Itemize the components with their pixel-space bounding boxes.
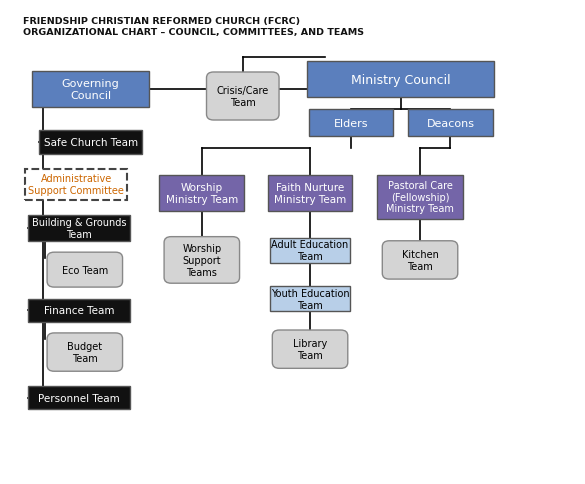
FancyBboxPatch shape [164, 237, 240, 284]
Text: Elders: Elders [334, 119, 368, 128]
Text: Finance Team: Finance Team [44, 306, 114, 316]
Text: Pastoral Care
(Fellowship)
Ministry Team: Pastoral Care (Fellowship) Ministry Team [386, 181, 454, 214]
Text: Budget
Team: Budget Team [67, 342, 102, 363]
FancyBboxPatch shape [267, 176, 352, 212]
Text: Adult Education
Team: Adult Education Team [271, 240, 349, 261]
Text: Youth Education
Team: Youth Education Team [271, 288, 349, 310]
FancyBboxPatch shape [32, 72, 149, 108]
FancyBboxPatch shape [47, 253, 123, 287]
Text: ORGANIZATIONAL CHART – COUNCIL, COMMITTEES, AND TEAMS: ORGANIZATIONAL CHART – COUNCIL, COMMITTE… [23, 28, 364, 37]
Text: Personnel Team: Personnel Team [38, 393, 120, 403]
FancyBboxPatch shape [28, 386, 130, 409]
FancyBboxPatch shape [40, 131, 142, 154]
FancyBboxPatch shape [270, 287, 350, 312]
Text: Governing
Council: Governing Council [62, 79, 119, 100]
Text: Safe Church Team: Safe Church Team [44, 138, 137, 148]
FancyBboxPatch shape [408, 110, 493, 137]
FancyBboxPatch shape [159, 176, 245, 212]
Text: Library
Team: Library Team [293, 339, 327, 360]
FancyBboxPatch shape [309, 110, 393, 137]
FancyBboxPatch shape [47, 333, 123, 372]
Text: Crisis/Care
Team: Crisis/Care Team [216, 86, 269, 107]
Text: Ministry Council: Ministry Council [351, 74, 450, 86]
Text: Deacons: Deacons [426, 119, 474, 128]
Text: Eco Team: Eco Team [61, 265, 108, 275]
FancyBboxPatch shape [307, 62, 494, 98]
FancyBboxPatch shape [25, 169, 128, 201]
Text: Worship
Support
Teams: Worship Support Teams [182, 244, 222, 277]
FancyBboxPatch shape [270, 238, 350, 263]
FancyBboxPatch shape [377, 175, 463, 220]
Text: FRIENDSHIP CHRISTIAN REFORMED CHURCH (FCRC): FRIENDSHIP CHRISTIAN REFORMED CHURCH (FC… [23, 17, 301, 26]
Text: Worship
Ministry Team: Worship Ministry Team [166, 183, 238, 204]
FancyBboxPatch shape [383, 242, 457, 280]
Text: Kitchen
Team: Kitchen Team [401, 250, 439, 271]
Text: Building & Grounds
Team: Building & Grounds Team [32, 218, 126, 239]
FancyBboxPatch shape [28, 299, 130, 322]
Text: Faith Nurture
Ministry Team: Faith Nurture Ministry Team [274, 183, 346, 204]
FancyBboxPatch shape [28, 215, 130, 242]
Text: Administrative
Support Committee: Administrative Support Committee [28, 174, 124, 196]
FancyBboxPatch shape [272, 331, 347, 369]
FancyBboxPatch shape [207, 73, 279, 121]
